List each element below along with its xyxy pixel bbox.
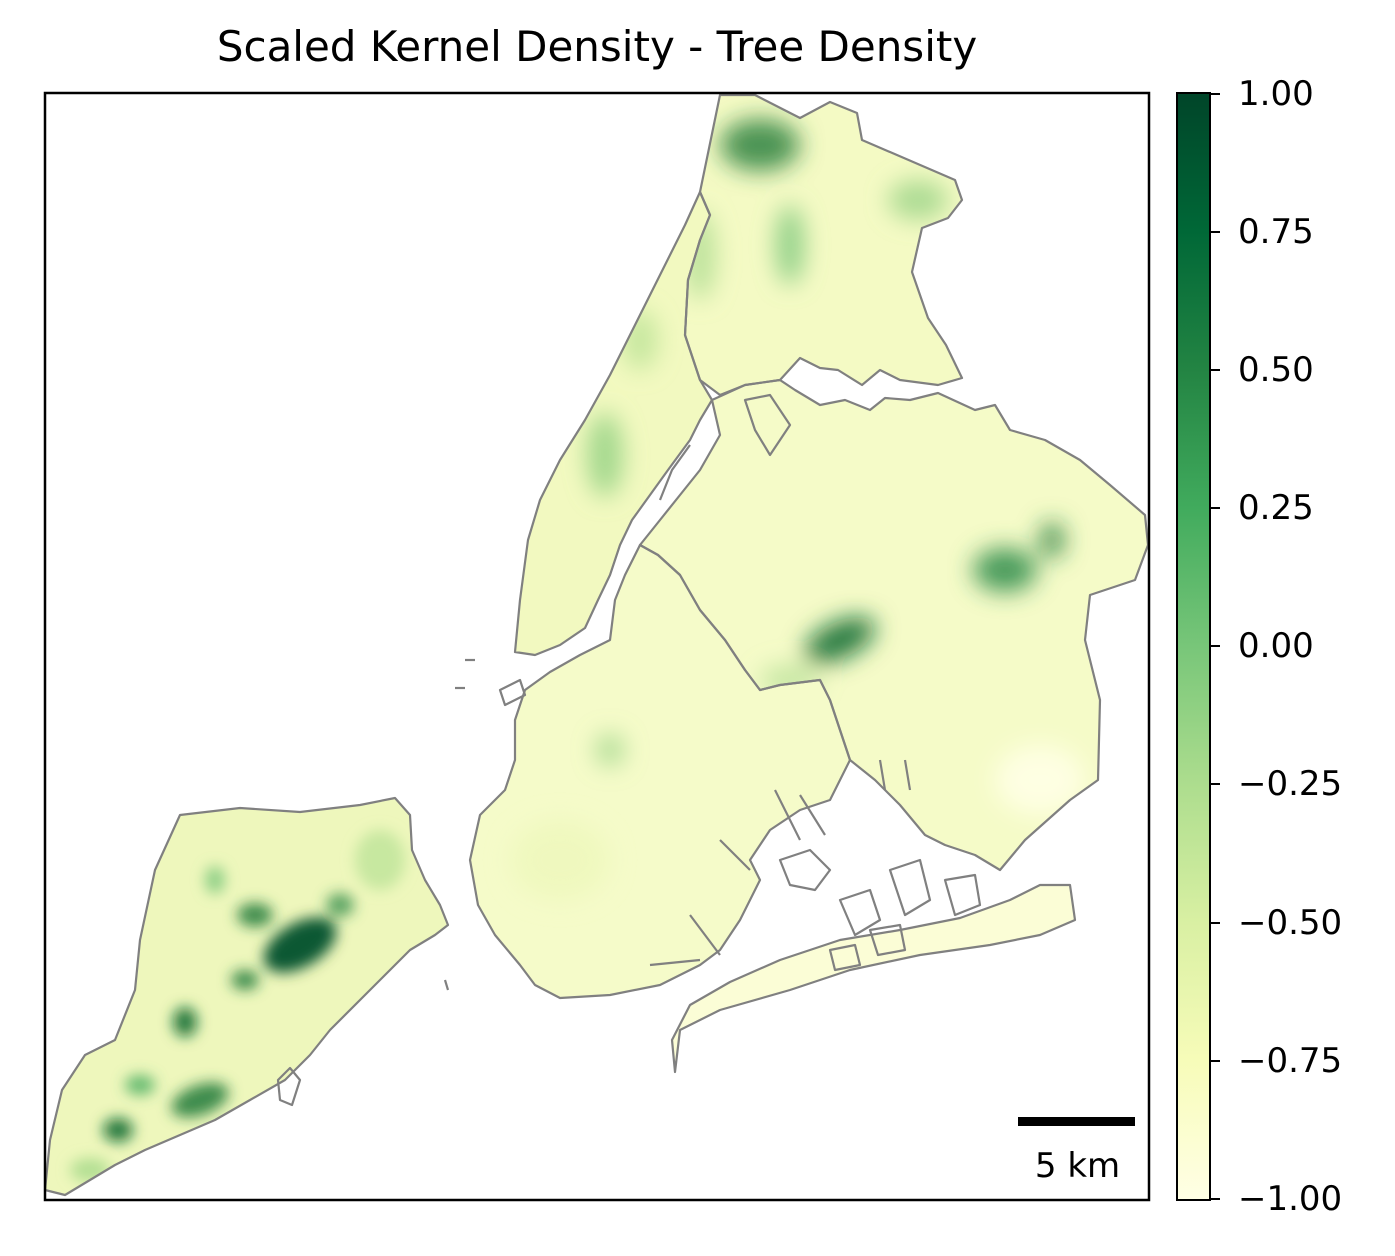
colorbar-tick-label: 0.25 [1238,488,1314,528]
region-bronx [685,95,962,395]
map-axes-frame [43,91,1151,1202]
colorbar-ticks [1210,93,1220,1200]
colorbar-tick-label: 1.00 [1238,74,1314,114]
colorbar-tick-label: 0.00 [1238,626,1314,666]
outline-rockaway [670,883,1077,1074]
colorbar-gradient [1177,93,1210,1200]
colorbar-tick-label: −0.75 [1238,1041,1343,1081]
colorbar-tick-label: 0.50 [1238,350,1314,390]
outline-manhattan [513,190,714,657]
borough-outlines [43,93,1150,1197]
scale-bar-label: 5 km [1034,1146,1121,1186]
colorbar-tick-label: −0.25 [1238,764,1343,804]
map-title: Scaled Kernel Density - Tree Density [216,22,978,71]
colorbar-tick-label: 0.75 [1238,212,1314,252]
colorbar-tick-label: −1.00 [1238,1179,1343,1219]
colorbar-tick-label: −0.50 [1238,903,1343,943]
outline-staten-island [43,796,450,1197]
colorbar [1176,92,1220,1201]
scale-bar [1018,1117,1135,1126]
